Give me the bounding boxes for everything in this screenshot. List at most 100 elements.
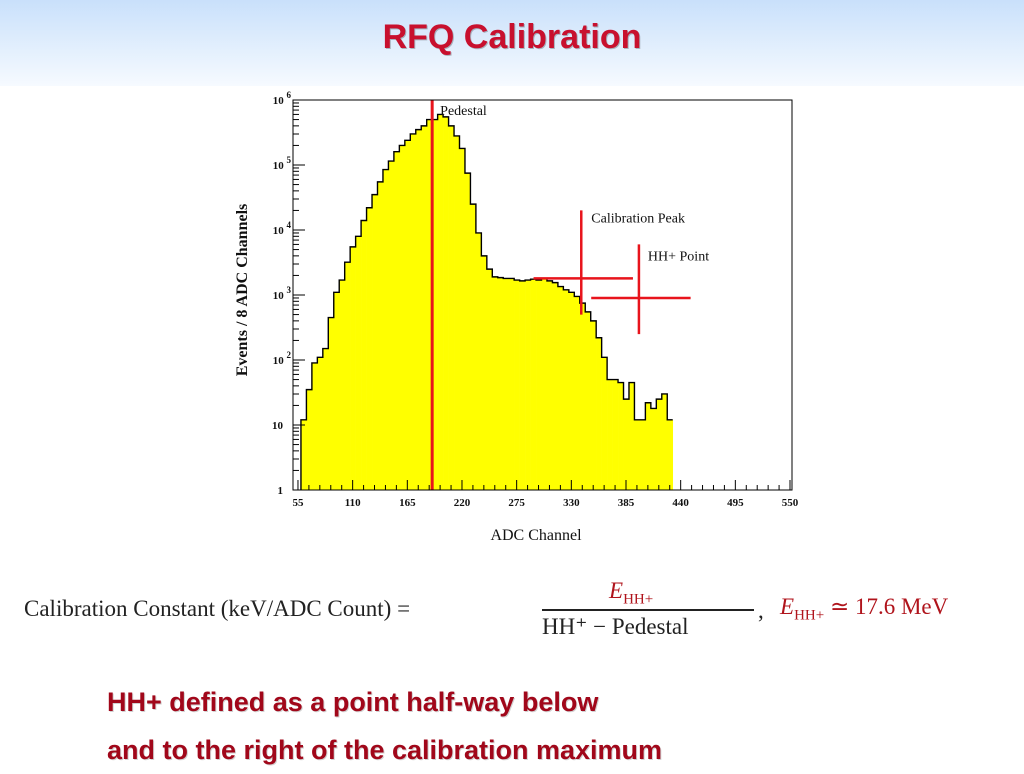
formula-lhs: Calibration Constant (keV/ADC Count) =: [24, 596, 411, 621]
formula-numerator-subscript: HH+: [623, 591, 654, 608]
energy-symbol: E: [780, 594, 795, 619]
histogram-bar: [574, 296, 581, 490]
x-tick-label: 495: [727, 497, 744, 509]
histogram-bar: [546, 280, 553, 490]
y-tick-label: 10 5: [273, 155, 292, 172]
histogram-bar: [536, 280, 542, 490]
histogram-bar: [656, 399, 663, 490]
histogram-bar: [382, 169, 389, 490]
histogram-bar: [628, 382, 635, 490]
y-tick-label: 10 2: [273, 350, 292, 367]
histogram-bar: [415, 129, 422, 491]
x-tick-label: 220: [454, 497, 471, 509]
histogram-bar: [421, 125, 427, 491]
histogram-bar: [541, 278, 548, 490]
histogram-bar: [568, 292, 575, 490]
histogram-bar: [344, 262, 351, 490]
histogram-bar: [497, 277, 504, 490]
histogram-bar: [612, 379, 619, 490]
histogram-bar: [306, 389, 313, 490]
histogram-bar: [404, 140, 411, 491]
histogram-bar: [492, 276, 499, 490]
x-tick-label: 55: [292, 497, 304, 509]
histogram-bar: [563, 289, 570, 490]
y-tick-label: 10 4: [273, 220, 292, 237]
y-tick-label: 10: [272, 420, 284, 432]
y-tick-label: 10 6: [273, 90, 292, 107]
histogram-bar: [623, 399, 630, 490]
y-tick-label: 1: [278, 485, 284, 497]
histogram-bar: [607, 379, 613, 490]
histogram-bar: [426, 119, 433, 490]
histogram-bar: [481, 255, 488, 490]
histogram-bar: [503, 278, 510, 490]
formula-numerator: EHH+: [609, 578, 653, 609]
histogram-bar: [596, 337, 602, 490]
histogram-outline: [300, 113, 673, 490]
formula-numerator-symbol: E: [609, 578, 624, 603]
histogram-bar: [448, 125, 455, 491]
histogram-bar: [650, 408, 657, 490]
histogram-bar: [399, 145, 406, 490]
histogram-bar: [350, 246, 356, 490]
x-tick-label: 330: [563, 497, 580, 509]
caption-line-2: and to the right of the calibration maxi…: [107, 735, 663, 765]
histogram-bar: [361, 220, 367, 490]
histogram-bar: [661, 393, 668, 490]
histogram-bar: [634, 419, 641, 490]
histogram-bar: [372, 194, 378, 491]
energy-expression: EHH+ ≃ 17.6 MeV: [780, 594, 948, 625]
histogram-bar: [333, 292, 340, 490]
energy-value: ≃ 17.6 MeV: [829, 594, 949, 619]
calibration-peak-label: Calibration Peak: [591, 211, 685, 226]
histogram-bar: [645, 402, 652, 490]
histogram-bar: [339, 280, 345, 490]
histogram-bar: [393, 151, 400, 490]
histogram-bar: [311, 362, 318, 490]
marker-layer: Pedestal Calibration Peak HH+ Point: [430, 100, 709, 490]
hh-point-label: HH+ Point: [648, 249, 709, 264]
histogram-bar: [388, 161, 395, 491]
histogram-bar: [525, 280, 531, 490]
histogram-bar: [377, 181, 384, 491]
y-tick-label: 10 3: [273, 285, 292, 302]
histogram-bar: [437, 114, 444, 490]
histogram-bar: [366, 207, 373, 490]
histogram-bar: [300, 419, 307, 490]
histogram-bar: [639, 419, 646, 490]
x-tick-label: 110: [345, 497, 361, 509]
histogram-bar: [470, 204, 477, 490]
histogram-bar: [508, 278, 515, 490]
histogram-bar: [557, 286, 564, 490]
calibration-formula: Calibration Constant (keV/ADC Count) = E…: [24, 578, 1014, 648]
histogram-bar: [519, 280, 526, 490]
x-tick-label: 440: [672, 497, 689, 509]
histogram-bar: [590, 320, 597, 490]
histogram-bar: [454, 135, 460, 490]
caption-line-1: HH+ defined as a point half-way below: [107, 687, 599, 717]
formula-denominator: HH⁺ − Pedestal: [542, 614, 689, 639]
slide-caption: HH+ defined as a point half-way below an…: [107, 678, 662, 774]
energy-subscript: HH+: [794, 607, 825, 624]
histogram-bar: [486, 269, 493, 490]
histogram-bar: [443, 116, 449, 490]
title-bar: RFQ Calibration: [0, 0, 1024, 86]
x-axis-label: ADC Channel: [490, 527, 582, 544]
pedestal-label: Pedestal: [440, 104, 487, 119]
histogram-bar: [667, 419, 674, 490]
slide-title: RFQ Calibration: [382, 18, 642, 56]
histogram-bar: [514, 280, 520, 490]
histogram-bar: [585, 311, 592, 490]
histogram-bar: [317, 357, 324, 490]
histogram-bar: [322, 348, 329, 490]
histogram-bar: [355, 236, 362, 490]
histogram-bar: [618, 382, 624, 490]
plot-layer: [300, 113, 674, 491]
histogram-bar: [432, 119, 438, 490]
histogram-bar: [328, 317, 335, 490]
histogram-bar: [601, 357, 608, 490]
histogram-bar: [552, 282, 559, 490]
histogram-bar: [579, 303, 586, 490]
